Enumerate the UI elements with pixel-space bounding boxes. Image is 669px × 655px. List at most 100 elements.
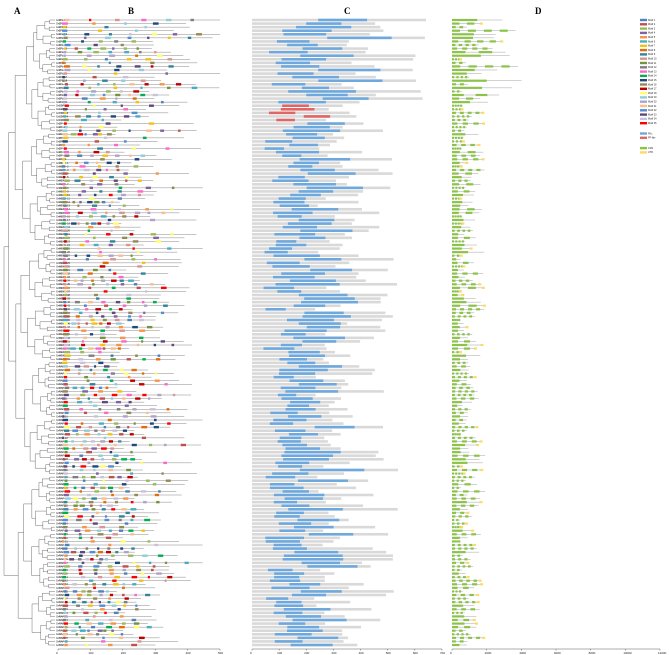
domain-box [274, 515, 300, 518]
motif-box [165, 479, 171, 482]
motif-box [82, 497, 86, 500]
cds-box [452, 415, 461, 418]
cds-box [464, 408, 468, 411]
motif-box [69, 558, 75, 561]
motif-box [64, 422, 68, 425]
motif-box [90, 208, 97, 211]
domain-box [277, 393, 297, 397]
motif-box [62, 633, 68, 636]
protein-bar [252, 147, 320, 150]
motif-box [70, 347, 76, 350]
motif-box [134, 625, 139, 629]
cds-box [472, 47, 478, 50]
motif-box [180, 443, 187, 447]
motif-box [108, 568, 114, 572]
domain-box [300, 590, 342, 593]
cds-box [456, 76, 459, 79]
motif-box [118, 518, 122, 522]
motif-box [76, 318, 81, 322]
motif-box [71, 440, 75, 443]
cds-box [460, 76, 463, 79]
motif-box [172, 33, 178, 36]
cds-box [459, 640, 464, 643]
motif-box [166, 408, 170, 411]
cds-box [459, 629, 463, 632]
motif-axis: 0 100 200 300 400 500 [56, 648, 223, 655]
domain-box [287, 629, 323, 633]
cds-box [462, 468, 468, 472]
motif-box [89, 186, 93, 190]
motif-box [62, 175, 66, 179]
domain-box [301, 86, 330, 90]
motif-box [97, 254, 103, 257]
cds-box [462, 158, 468, 161]
cds-box [466, 311, 471, 314]
motif-box [130, 450, 133, 454]
motif-box [132, 561, 136, 565]
motif-box [63, 300, 67, 304]
cds-box [452, 240, 454, 243]
domain-box [286, 132, 318, 136]
protein-bar [252, 422, 344, 425]
motif-box [63, 486, 67, 490]
legend-swatch [640, 96, 647, 99]
motif-box [140, 86, 143, 90]
motif-box [140, 272, 146, 275]
motif-box [147, 211, 151, 215]
motif-box [64, 154, 70, 157]
motif-box [104, 58, 108, 61]
cds-box [452, 604, 464, 607]
domain-box [277, 440, 301, 443]
cds-box [459, 418, 464, 422]
phylogenetic-tree [3, 19, 55, 646]
domain-box [275, 461, 310, 465]
motif-box [79, 243, 85, 247]
motif-box [80, 575, 86, 579]
legend-label: Motif 16 [648, 83, 657, 86]
motif-box [116, 408, 121, 411]
domain-box [298, 293, 348, 297]
cds-box [458, 472, 461, 475]
motif-box [97, 547, 100, 550]
motif-box [102, 79, 108, 82]
motif-box [88, 300, 93, 304]
motif-box [101, 447, 107, 450]
motif-box [63, 115, 67, 118]
motif-box [63, 611, 67, 615]
cds-box [460, 168, 465, 172]
cds-box [458, 318, 461, 322]
motif-box [63, 500, 67, 504]
cds-box [452, 597, 455, 600]
utr-box [500, 40, 504, 43]
motif-box [113, 497, 119, 500]
motif-box [114, 183, 119, 186]
legend-swatch [640, 53, 647, 56]
motif-box [115, 165, 119, 168]
cds-box [466, 97, 474, 100]
motif-box [154, 493, 160, 497]
cds-box [452, 229, 455, 232]
domain-box [288, 415, 322, 418]
motif-box [63, 322, 68, 325]
motif-box [92, 465, 99, 468]
motif-box [105, 150, 110, 154]
motif-box [131, 258, 136, 261]
motif-box [93, 597, 98, 600]
cds-box [452, 490, 458, 493]
motif-box [105, 122, 111, 125]
motif-box [123, 572, 128, 575]
cds-box [452, 501, 467, 504]
motif-box [62, 318, 69, 322]
panel-letter-d: D [535, 6, 542, 16]
motif-box [64, 625, 68, 629]
motif-box [110, 258, 116, 261]
cds-box [452, 133, 466, 136]
motif-box [62, 215, 66, 218]
motif-box [71, 600, 76, 604]
motif-box [135, 100, 140, 104]
motif-box [63, 204, 67, 207]
motif-box [111, 604, 117, 607]
domain-box [275, 282, 340, 286]
motif-box [102, 93, 106, 97]
cds-box [471, 533, 477, 536]
